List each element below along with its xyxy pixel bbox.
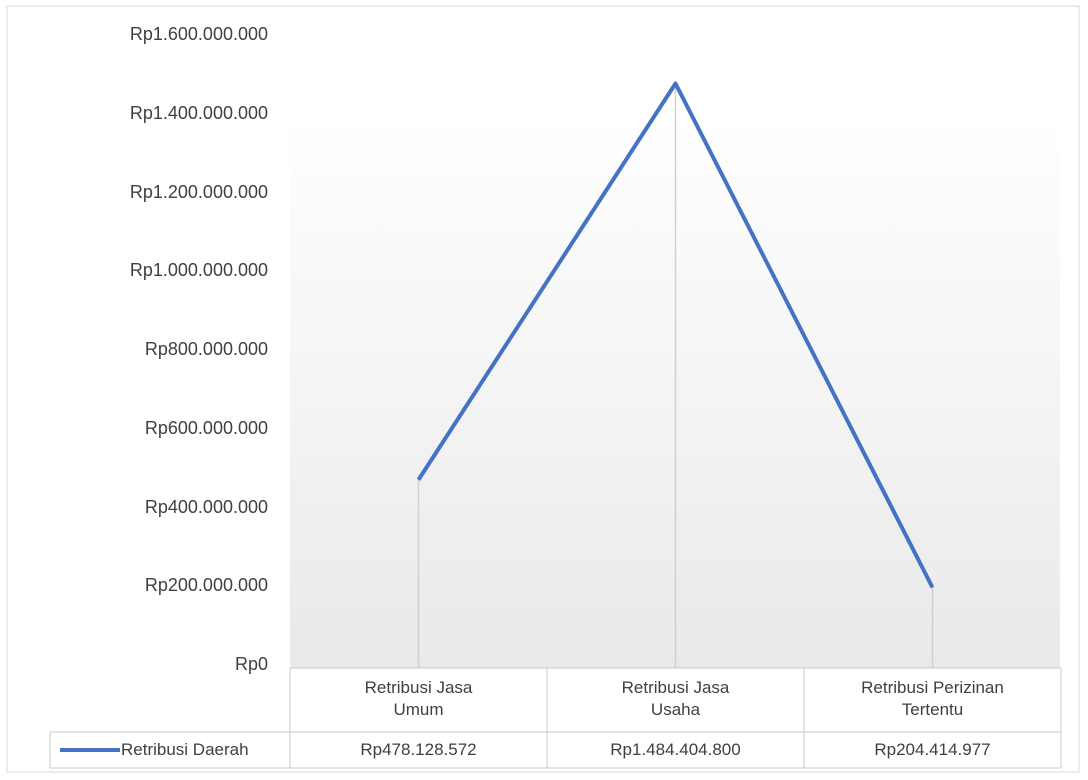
x-category-label-line: Usaha — [650, 700, 701, 719]
x-category-label: Retribusi Perizinan Tertentu — [813, 677, 1053, 721]
x-category-label: Retribusi Jasa Umum — [299, 677, 539, 721]
y-tick-label: Rp1.600.000.000 — [129, 24, 268, 44]
y-tick-label: Rp1.000.000.000 — [129, 260, 268, 281]
y-tick-label: Rp200.000.000 — [144, 575, 268, 596]
x-category-label-line: Retribusi Jasa — [364, 678, 473, 697]
data-table-value: Rp204.414.977 — [874, 740, 991, 759]
data-table-value: Rp478.128.572 — [360, 740, 477, 759]
y-tick-label: Rp400.000.000 — [144, 496, 268, 517]
y-tick-label: Rp1.400.000.000 — [129, 102, 268, 123]
x-category-label-line: Umum — [393, 700, 444, 719]
x-category-label: Retribusi Jasa Usaha — [556, 677, 796, 721]
x-category-label-line: Retribusi Perizinan — [861, 678, 1004, 697]
data-table-value: Rp1.484.404.800 — [610, 740, 741, 759]
y-tick-label: Rp600.000.000 — [144, 417, 268, 438]
x-category-label-line: Tertentu — [901, 700, 964, 719]
legend-label: Retribusi Daerah — [121, 740, 249, 759]
x-category-label-line: Retribusi Jasa — [621, 678, 730, 697]
y-tick-label: Rp800.000.000 — [144, 339, 268, 359]
y-tick-label: Rp0 — [234, 654, 268, 674]
y-tick-label: Rp1.200.000.000 — [129, 181, 268, 202]
